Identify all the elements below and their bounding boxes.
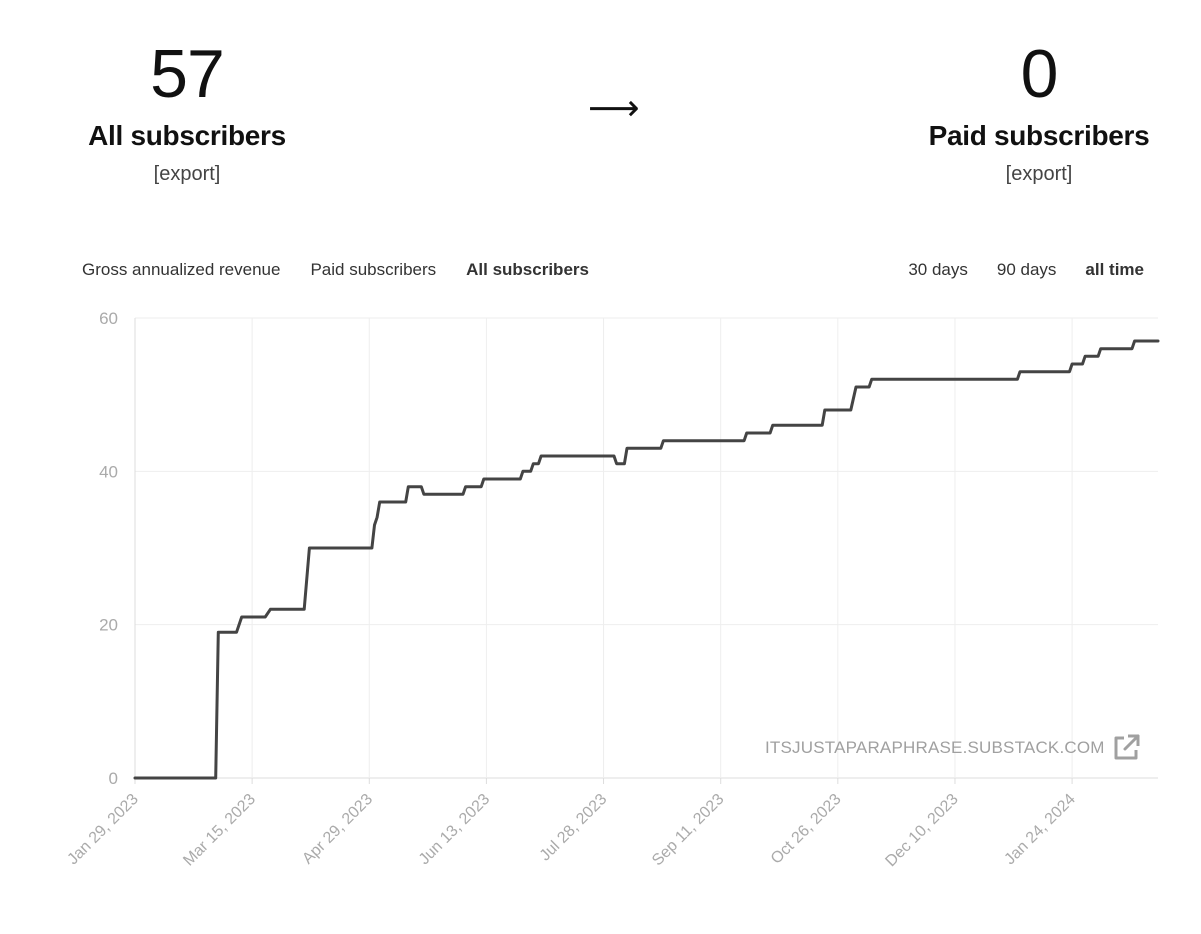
tab-gross-annualized-revenue[interactable]: Gross annualized revenue (82, 260, 281, 279)
x-tick-label: Jan 24, 2024 (1001, 791, 1079, 869)
x-tick-label: Jan 29, 2023 (64, 791, 142, 869)
y-tick-label: 60 (99, 309, 118, 328)
x-tick-label: Mar 15, 2023 (180, 791, 259, 870)
paid-subscribers-label: Paid subscribers (928, 120, 1150, 151)
y-tick-label: 20 (99, 616, 118, 635)
subscribers-chart: 0 20 40 60 Jan 29, 2023 Mar 15, 2023 Apr 29, 2… (64, 309, 1160, 870)
tab-paid-subscribers[interactable]: Paid subscribers (310, 260, 437, 279)
arrow-right-icon: ⟶ (588, 87, 640, 128)
range-30-days[interactable]: 30 days (908, 260, 968, 279)
x-tick-label: Jul 28, 2023 (537, 791, 611, 865)
metric-tabs: Gross annualized revenue Paid subscriber… (82, 258, 619, 282)
paid-subscribers-count: 0 (1020, 36, 1059, 112)
range-all-time[interactable]: all time (1085, 260, 1144, 279)
x-tick-label: Oct 26, 2023 (768, 791, 845, 868)
all-subscribers-label: All subscribers (88, 120, 286, 151)
series-line-0 (133, 339, 1160, 780)
tab-all-subscribers[interactable]: All subscribers (466, 260, 589, 279)
range-90-days[interactable]: 90 days (996, 260, 1057, 279)
paid-subscribers-stat: 0 Paid subscribers [export] (909, 36, 1169, 188)
all-subscribers-count: 57 (150, 36, 225, 112)
external-link-icon (1114, 734, 1140, 760)
x-tick-label: Apr 29, 2023 (299, 791, 376, 868)
watermark-text: ITSJUSTAPARAPHRASE.SUBSTACK.COM (765, 738, 1105, 757)
y-tick-label: 0 (109, 769, 118, 788)
y-tick-label: 40 (99, 462, 118, 481)
time-range-selector: 30 days 90 days all time (879, 258, 1144, 282)
substack-watermark[interactable]: ITSJUSTAPARAPHRASE.SUBSTACK.COM (765, 733, 1141, 763)
all-subscribers-stat: 57 All subscribers [export] (57, 36, 317, 188)
export-all-subscribers-link[interactable]: [export] (153, 163, 221, 185)
x-tick-label: Sep 11, 2023 (649, 791, 728, 870)
x-tick-label: Dec 10, 2023 (882, 791, 961, 870)
x-tick-label: Jun 13, 2023 (416, 791, 494, 869)
export-paid-subscribers-link[interactable]: [export] (1005, 163, 1073, 185)
